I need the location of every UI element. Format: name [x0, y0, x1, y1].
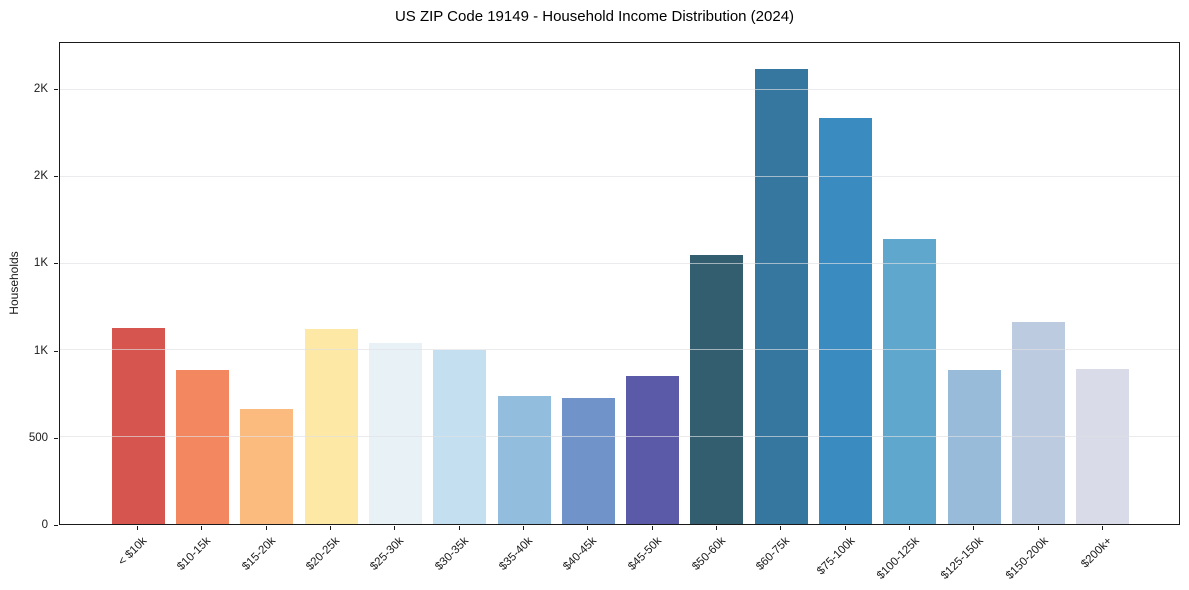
bar-40-45k	[562, 398, 615, 524]
x-tick-label-50-60k: $50-60k	[690, 535, 729, 573]
bar-25-30k	[369, 343, 422, 524]
bar-10-15k	[176, 370, 229, 524]
x-tick-label-15-20k: $15-20k	[240, 535, 279, 573]
x-tick-mark-150-200k	[1038, 526, 1039, 530]
bar-75-100k	[819, 117, 872, 524]
x-axis: < $10k $10-15k $15-20k $20-25k $25-30k $30-35…	[59, 525, 1180, 589]
y-tick-mark-2500	[54, 89, 58, 91]
bar-50-60k	[690, 254, 743, 524]
x-tick-mark-40-45k	[587, 526, 588, 530]
x-tick-mark-125-150k	[973, 526, 974, 530]
y-tick-mark-1500	[54, 263, 58, 265]
bar-10k	[112, 327, 165, 524]
y-tick-label-0: 0	[41, 519, 48, 531]
x-tick-mark-30-35k	[459, 526, 460, 530]
y-tick-mark-1000	[54, 350, 58, 352]
bar-200k	[1076, 368, 1129, 524]
gridline-2500	[60, 88, 1179, 90]
bar-15-20k	[240, 409, 293, 524]
x-tick-mark-75-100k	[845, 526, 846, 530]
x-tick-label-30-35k: $30-35k	[433, 535, 472, 573]
x-tick-mark-15-20k	[266, 526, 267, 530]
x-tick-mark-20-25k	[330, 526, 331, 530]
bar-150-200k	[1012, 321, 1065, 524]
x-tick-label-40-45k: $40-45k	[561, 535, 600, 573]
x-tick-label-35-40k: $35-40k	[497, 535, 536, 573]
x-tick-mark-35-40k	[523, 526, 524, 530]
x-tick-label-45-50k: $45-50k	[626, 535, 665, 573]
x-tick-label-60-75k: $60-75k	[754, 535, 793, 573]
x-tick-label-125-150k: $125-150k	[938, 535, 986, 582]
gridline-500	[60, 436, 1179, 438]
x-tick-mark-10k	[137, 526, 138, 530]
y-tick-label-1500: 1K	[33, 257, 48, 270]
y-tick-label-2000: 2K	[33, 170, 48, 183]
gridline-2000	[60, 175, 1179, 177]
bar-20-25k	[305, 328, 358, 524]
x-tick-label-75-100k: $75-100k	[815, 535, 858, 578]
y-tick-mark-2000	[54, 176, 58, 178]
x-tick-label-200k: $200k+	[1079, 535, 1115, 571]
x-tick-label-150-200k: $150-200k	[1003, 535, 1051, 582]
gridline-1500	[60, 262, 1179, 264]
x-tick-label-20-25k: $20-25k	[304, 535, 343, 573]
plot-area	[59, 42, 1180, 525]
bar-100-125k	[883, 239, 936, 524]
bar-125-150k	[948, 370, 1001, 524]
x-tick-mark-100-125k	[909, 526, 910, 530]
x-tick-label-25-30k: $25-30k	[368, 535, 407, 573]
x-tick-mark-50-60k	[716, 526, 717, 530]
bar-35-40k	[498, 396, 551, 524]
x-tick-mark-45-50k	[652, 526, 653, 530]
y-tick-mark-500	[54, 437, 58, 439]
y-axis: 0 500 1K 1K 2K 2K	[0, 42, 59, 531]
x-tick-label-100-125k: $100-125k	[874, 535, 922, 582]
x-tick-label-10k: < $10k	[116, 535, 150, 569]
y-tick-label-2500: 2K	[33, 83, 48, 96]
y-tick-label-1000: 1K	[33, 344, 48, 357]
x-tick-mark-60-75k	[780, 526, 781, 530]
y-tick-mark-0	[54, 525, 58, 526]
x-tick-mark-10-15k	[201, 526, 202, 530]
gridline-1000	[60, 349, 1179, 351]
bar-60-75k	[755, 69, 808, 524]
x-tick-mark-25-30k	[394, 526, 395, 530]
x-tick-mark-200k	[1102, 526, 1103, 530]
bar-45-50k	[626, 375, 679, 524]
chart-title: US ZIP Code 19149 - Household Income Dis…	[394, 8, 795, 25]
x-tick-label-10-15k: $10-15k	[175, 535, 214, 573]
y-tick-label-500: 500	[28, 431, 48, 444]
